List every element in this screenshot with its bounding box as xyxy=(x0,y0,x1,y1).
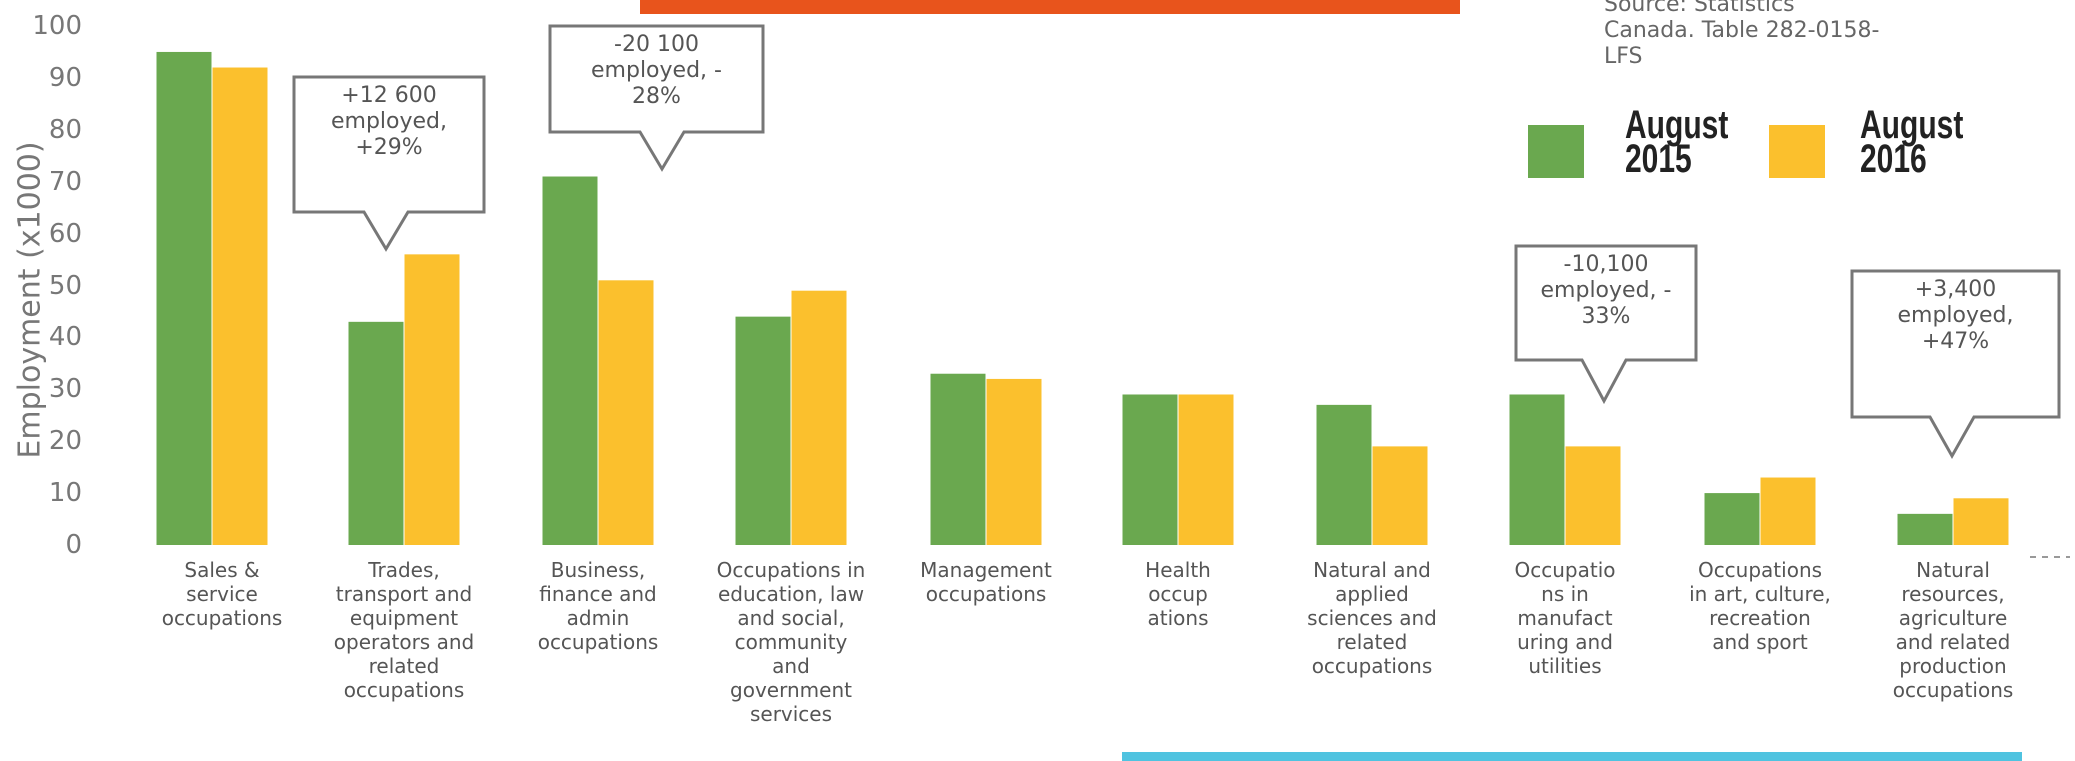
bar xyxy=(542,176,598,545)
legend-label: August 2016 xyxy=(1860,103,1964,181)
bar xyxy=(986,378,1042,545)
callout-box xyxy=(292,75,486,252)
bar xyxy=(1565,446,1621,545)
legend-label: August 2015 xyxy=(1625,103,1729,181)
bar xyxy=(1316,404,1372,545)
y-tick-label: 100 xyxy=(32,11,82,41)
x-tick-label: Natural resources, agriculture and relat… xyxy=(1892,558,2014,702)
annotation: -20 100 employed, - 28% xyxy=(591,32,722,109)
y-tick-label: 70 xyxy=(48,166,82,197)
bar xyxy=(1704,493,1760,545)
x-tick-label: Business, finance and admin occupations xyxy=(537,558,659,654)
y-tick-label: 90 xyxy=(48,62,82,93)
x-tick-label: Occupations in art, culture, recreation … xyxy=(1689,558,1831,654)
bar xyxy=(1122,394,1178,545)
bar xyxy=(404,254,460,546)
bar xyxy=(1372,446,1428,545)
bar xyxy=(930,373,986,545)
bar xyxy=(735,316,791,545)
y-tick-label: 30 xyxy=(48,374,82,405)
x-tick-label: Health occup ations xyxy=(1145,558,1211,630)
legend-swatch xyxy=(1528,125,1584,178)
bar xyxy=(598,280,654,545)
title-banner xyxy=(640,0,1460,14)
bar xyxy=(212,67,268,546)
bar xyxy=(1760,477,1816,545)
source-note: Source: Statistics Canada. Table 282-015… xyxy=(1604,0,1880,69)
bar xyxy=(1178,394,1234,545)
x-tick-label: Management occupations xyxy=(920,558,1052,606)
y-tick-label: 20 xyxy=(48,426,82,457)
bar xyxy=(1953,498,2009,545)
x-tick-label: Sales & service occupations xyxy=(161,558,283,630)
annotation: -10,100 employed, - 33% xyxy=(1540,252,1672,329)
callout-box xyxy=(1850,269,2061,460)
bar xyxy=(1509,394,1565,545)
y-tick-label: 80 xyxy=(48,114,82,145)
annotation: +3,400 employed, +47% xyxy=(1897,277,2014,354)
y-tick-label: 50 xyxy=(48,270,82,301)
bar xyxy=(791,290,847,545)
annotation: +12 600 employed, +29% xyxy=(330,83,447,160)
x-tick-label: Occupatio ns in manufact uring and utili… xyxy=(1514,558,1616,678)
x-tick-label: Occupations in education, law and social… xyxy=(716,558,866,726)
callout-box xyxy=(1514,244,1698,405)
y-axis-label: Employment (x1000) xyxy=(12,141,48,459)
y-tick-label: 0 xyxy=(65,530,82,560)
y-tick-label: 10 xyxy=(48,478,82,509)
callout-box xyxy=(548,24,765,172)
x-tick-label: Natural and applied sciences and related… xyxy=(1307,558,1437,678)
x-tick-label: Trades, transport and equipment operator… xyxy=(333,558,475,702)
bar xyxy=(348,321,404,545)
y-tick-label: 60 xyxy=(48,218,82,249)
footer-banner xyxy=(1122,752,2022,761)
y-tick-label: 40 xyxy=(48,322,82,353)
bar xyxy=(156,51,212,545)
bar xyxy=(1897,513,1953,545)
legend-swatch xyxy=(1769,125,1825,178)
